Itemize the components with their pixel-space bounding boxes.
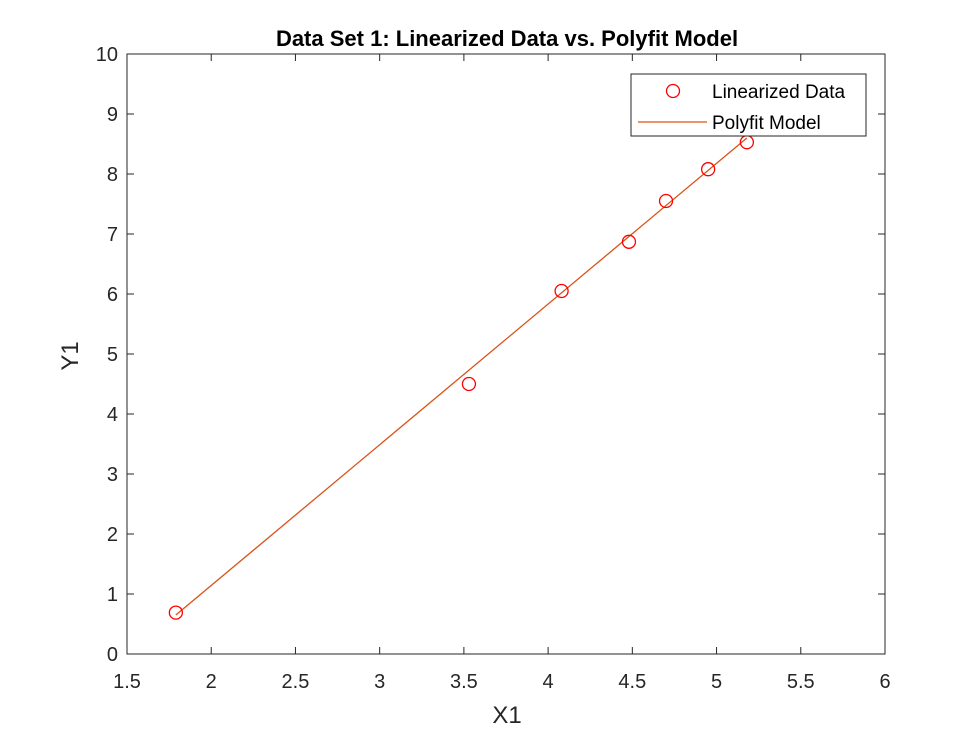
y-tick-label: 2 [107, 524, 118, 546]
polyfit-model-line [175, 137, 748, 616]
chart-title: Data Set 1: Linearized Data vs. Polyfit … [276, 26, 738, 51]
y-tick-label: 6 [107, 284, 118, 306]
y-tick-label: 9 [107, 104, 118, 126]
y-tick-label: 0 [107, 644, 118, 666]
x-axis-label: X1 [492, 702, 521, 729]
y-tick-label: 4 [107, 404, 118, 426]
data-point-circle [700, 162, 716, 177]
line-layer [175, 137, 748, 616]
data-point-circle [168, 605, 183, 620]
legend-marker-circle [665, 83, 681, 99]
points-layer [168, 135, 755, 620]
y-tick-label: 1 [107, 584, 118, 606]
x-tick-label: 4.5 [618, 671, 646, 693]
x-tick-label: 5.5 [787, 671, 815, 693]
plot-area [127, 54, 885, 654]
x-tick-label: 4 [543, 671, 554, 693]
plot-frame [126, 53, 886, 655]
legend-box [630, 73, 867, 137]
y-tick-label: 3 [107, 464, 118, 486]
legend-label-linearized-data: Linearized Data [712, 82, 846, 103]
y-axis-label: Y1 [57, 341, 84, 370]
ticks-layer: 1.5 2 2.5 3 3.5 4 4.5 5 5.5 6 0 1 2 3 4 5 6 7 8 9 10 [96, 44, 891, 693]
legend-label-polyfit-model: Polyfit Model [712, 113, 821, 134]
x-tick-label: 3.5 [450, 671, 478, 693]
x-tick-label: 5 [711, 671, 722, 693]
x-tick-label: 6 [879, 671, 890, 693]
data-point-circle [461, 376, 477, 392]
y-tick-label: 10 [96, 44, 118, 66]
y-tick-label: 5 [107, 344, 118, 366]
x-tick-label: 2 [206, 671, 217, 693]
data-point-circle [554, 283, 569, 299]
y-tick-label: 8 [107, 164, 118, 186]
x-tick-label: 1.5 [113, 671, 141, 693]
x-tick-label: 3 [374, 671, 385, 693]
x-tick-label: 2.5 [282, 671, 310, 693]
data-point-circle [621, 234, 637, 249]
legend: Linearized Data Polyfit Model [630, 73, 867, 137]
y-tick-label: 7 [107, 224, 118, 246]
data-point-circle [658, 193, 674, 209]
